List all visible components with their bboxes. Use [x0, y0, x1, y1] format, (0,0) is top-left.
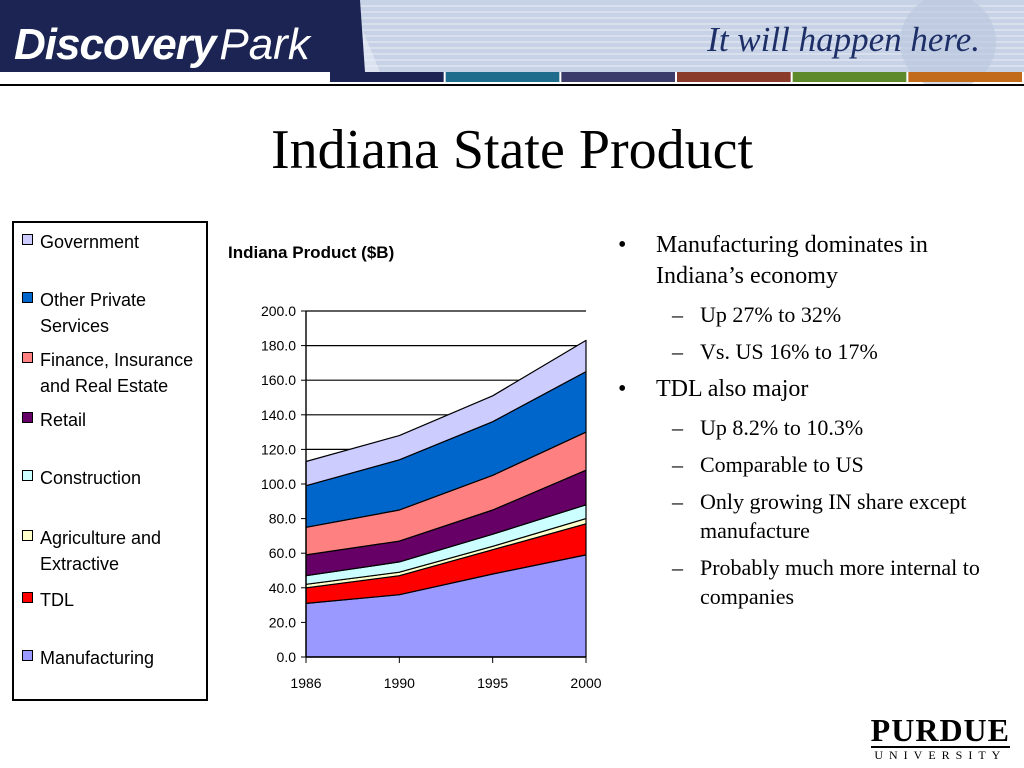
discovery-park-logo: DiscoveryPark	[14, 20, 310, 80]
y-tick-label: 180.0	[261, 338, 296, 354]
logo-text-discovery: Discovery	[14, 20, 216, 69]
legend-swatch	[22, 234, 33, 245]
legend-swatch	[22, 530, 33, 541]
university-wordmark: UNIVERSITY	[870, 746, 1010, 762]
x-tick-label: 2000	[570, 675, 601, 691]
sub-bullet-text: Only growing IN share except manufacture	[700, 489, 967, 543]
sub-bullet-text: Vs. US 16% to 17%	[700, 339, 878, 364]
y-tick-label: 80.0	[269, 511, 296, 527]
y-tick-label: 140.0	[261, 407, 296, 423]
bullet-item: • TDL also major	[612, 374, 1012, 405]
x-tick-label: 1990	[384, 675, 415, 691]
banner-stripe	[792, 72, 907, 82]
y-tick-label: 20.0	[269, 614, 296, 630]
legend-swatch	[22, 470, 33, 481]
sub-bullet-item: – Vs. US 16% to 17%	[612, 337, 1012, 366]
legend-label: Government	[40, 232, 140, 252]
bullet-text: TDL also major	[656, 376, 809, 402]
tagline: It will happen here.	[707, 20, 980, 59]
sub-bullet-mark: –	[672, 452, 683, 477]
legend-swatch	[22, 292, 33, 303]
bullet-text: Manufacturing dominates in Indiana’s eco…	[656, 232, 928, 289]
banner-stripe	[908, 72, 1022, 82]
sub-bullet-mark: –	[672, 555, 683, 580]
legend-label: Agriculture and Extractive	[40, 528, 162, 574]
banner-stripe	[677, 72, 791, 82]
area-series	[305, 339, 587, 487]
purdue-logo: PURDUE UNIVERSITY	[870, 712, 1010, 762]
chart-legend: Government Other Private Services Finance,…	[12, 221, 208, 701]
sub-bullet-item: – Comparable to US	[612, 450, 1012, 479]
banner-stripe	[330, 72, 444, 82]
legend-label: Retail	[40, 410, 87, 430]
header-banner: DiscoveryPark It will happen here.	[0, 0, 1024, 86]
purdue-wordmark: PURDUE	[870, 712, 1010, 748]
slide-title: Indiana State Product	[270, 119, 754, 181]
y-tick-label: 40.0	[269, 580, 296, 596]
bullet-mark: •	[618, 232, 627, 258]
x-tick-label: 1995	[477, 675, 508, 691]
sub-bullet-text: Probably much more internal to companies	[700, 555, 980, 609]
legend-label: Manufacturing	[40, 648, 155, 668]
chart-title: Indiana Product ($B)	[228, 243, 394, 262]
banner-stripe	[561, 72, 675, 82]
legend-label: Other Private Services	[40, 290, 147, 336]
legend-label: Construction	[40, 468, 142, 488]
sub-bullet-mark: –	[672, 302, 683, 327]
legend-label: Finance, Insurance and Real Estate	[40, 350, 194, 396]
sub-bullet-item: – Only growing IN share except manufactur…	[612, 487, 1012, 545]
y-tick-label: 160.0	[261, 372, 296, 388]
legend-swatch	[22, 592, 33, 603]
sub-bullet-mark: –	[672, 415, 683, 440]
sub-bullet-item: – Up 8.2% to 10.3%	[612, 413, 1012, 442]
banner-graphic	[0, 0, 1024, 86]
bullet-mark: •	[618, 376, 627, 402]
sub-bullet-text: Up 8.2% to 10.3%	[700, 415, 864, 440]
bullet-item: • Manufacturing dominates in Indiana’s ec…	[612, 230, 1012, 292]
y-tick-label: 120.0	[261, 441, 296, 457]
x-tick-label: 1986	[290, 675, 321, 691]
axes: 0.0 20.0 40.0 60.0 80.0 100.0 120.0 140.0 160.0 1…	[261, 303, 602, 691]
y-tick-label: 0.0	[277, 649, 297, 665]
legend-swatch	[22, 352, 33, 363]
area-chart: Indiana Product ($B) 0.0 20.0 40.0 60.0 80.0…	[228, 243, 602, 691]
sub-bullet-mark: –	[672, 489, 683, 514]
y-tick-label: 200.0	[261, 303, 296, 319]
sub-bullet-mark: –	[672, 339, 683, 364]
legend-swatch	[22, 650, 33, 661]
stacked-areas	[305, 339, 587, 658]
logo-text-park: Park	[219, 20, 310, 69]
y-tick-label: 100.0	[261, 476, 296, 492]
sub-bullet-item: – Probably much more internal to companie…	[612, 553, 1012, 611]
bullet-list: • Manufacturing dominates in Indiana’s ec…	[612, 230, 1012, 619]
banner-stripe	[445, 72, 560, 82]
sub-bullet-text: Comparable to US	[700, 452, 864, 477]
sub-bullet-item: – Up 27% to 32%	[612, 300, 1012, 329]
y-tick-label: 60.0	[269, 545, 296, 561]
legend-swatch	[22, 412, 33, 423]
sub-bullet-text: Up 27% to 32%	[700, 302, 842, 327]
legend-label: TDL	[40, 590, 75, 610]
